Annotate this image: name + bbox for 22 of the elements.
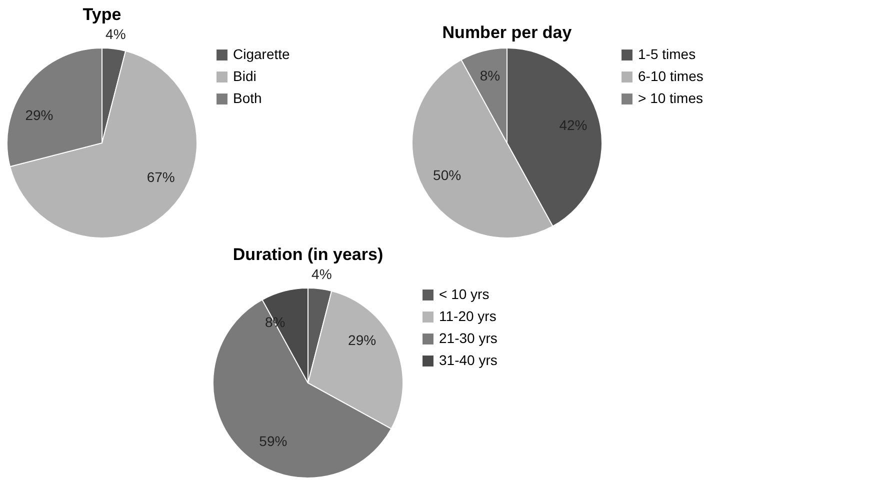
- chart-title: Duration (in years): [232, 244, 384, 264]
- legend-label: 6-10 times: [638, 68, 704, 84]
- pie-slice: [9, 50, 198, 238]
- legend-label: Bidi: [233, 68, 256, 84]
- legend-label: 11-20 yrs: [439, 308, 496, 324]
- legend-label: > 10 times: [638, 90, 703, 106]
- legend-label: 1-5 times: [638, 46, 696, 62]
- legend-label: 21-30 yrs: [439, 330, 498, 346]
- chart-title: Number per day: [442, 23, 572, 42]
- data-label: 4%: [106, 26, 126, 42]
- data-label: 29%: [348, 332, 376, 348]
- legend-label: Both: [233, 90, 262, 106]
- chart-title: Type: [82, 4, 122, 24]
- data-label: 50%: [433, 166, 462, 183]
- data-label: 29%: [25, 106, 54, 123]
- data-label: 67%: [146, 168, 175, 185]
- data-label: 59%: [259, 432, 288, 449]
- legend-label: < 10 yrs: [439, 286, 490, 302]
- data-label: 8%: [480, 68, 500, 84]
- legend-label: Cigarette: [233, 46, 290, 62]
- legend-label: 31-40 yrs: [439, 352, 498, 368]
- data-label: 4%: [312, 266, 332, 282]
